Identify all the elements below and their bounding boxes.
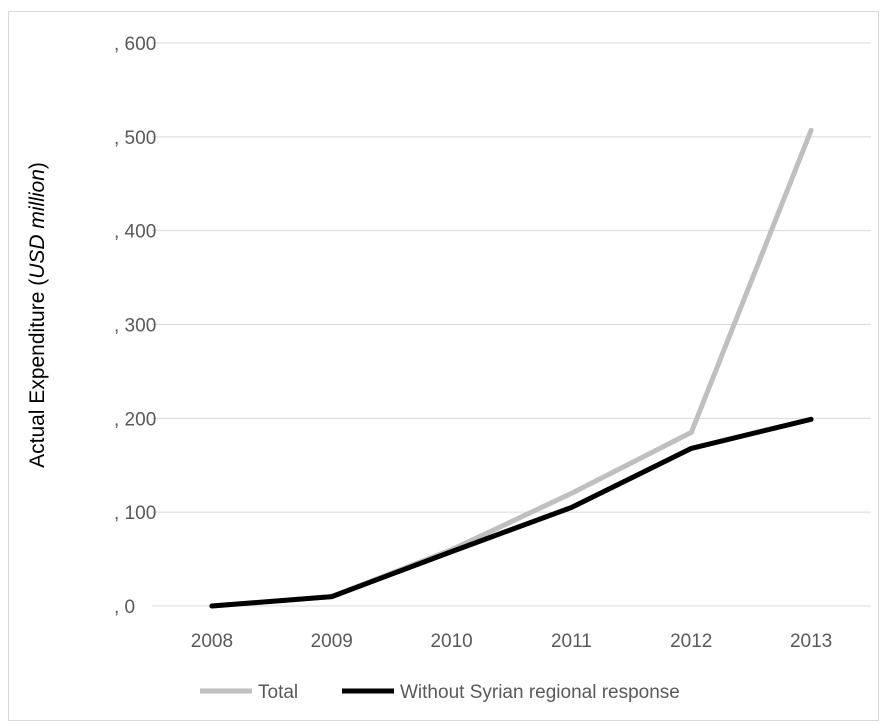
series-lines <box>209 127 814 609</box>
y-tick-label: , 100 <box>114 503 156 524</box>
legend: Total Without Syrian regional response <box>200 682 680 703</box>
y-axis-label-suffix: ) <box>26 162 49 169</box>
x-tick-labels: 2008 2009 2010 2011 2012 2013 <box>191 631 832 652</box>
y-axis-label-units: USD million <box>26 169 49 279</box>
y-tick-labels: , 0 , 100 , 200 , 300 , 400 , 500 , 600 <box>114 34 156 618</box>
x-tick-label: 2010 <box>430 631 472 652</box>
x-tick-label: 2012 <box>670 631 712 652</box>
legend-item: Without Syrian regional response <box>342 682 680 703</box>
y-axis-label: Actual Expenditure (USD million) <box>26 162 49 468</box>
y-tick-label: , 500 <box>114 128 156 149</box>
x-tick-label: 2011 <box>551 631 592 652</box>
y-tick-label: , 400 <box>114 222 156 243</box>
legend-label: Without Syrian regional response <box>400 682 680 703</box>
series-line-1 <box>209 416 814 609</box>
chart-frame <box>8 11 879 721</box>
legend-label: Total <box>258 682 298 703</box>
x-tick-label: 2013 <box>790 631 832 652</box>
y-axis-label-prefix: Actual Expenditure ( <box>26 279 49 468</box>
x-tick-label: 2009 <box>311 631 353 652</box>
y-tick-label: , 600 <box>114 34 156 55</box>
x-tick-label: 2008 <box>191 631 233 652</box>
y-tick-label: , 0 <box>114 597 135 618</box>
series-line-0 <box>209 127 814 609</box>
y-tick-label: , 200 <box>114 409 156 430</box>
y-tick-label: , 300 <box>114 316 156 337</box>
gridlines <box>152 42 871 607</box>
legend-item: Total <box>200 682 298 703</box>
